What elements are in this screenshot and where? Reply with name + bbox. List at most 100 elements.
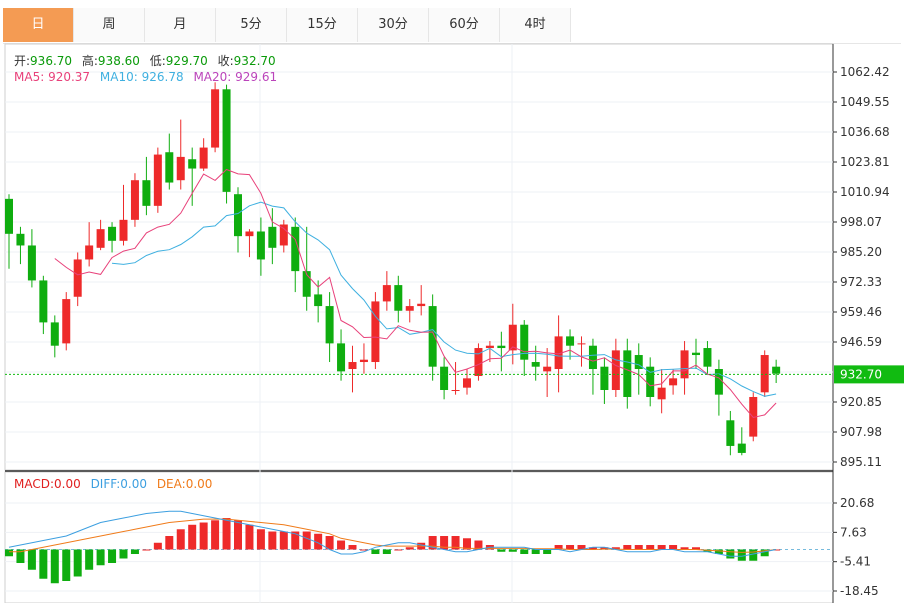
last-price-label: 932.70: [840, 367, 882, 381]
tab-6[interactable]: 30分: [358, 8, 429, 42]
candle-body: [348, 362, 357, 370]
macd-histogram-bar: [50, 549, 59, 584]
candle-body: [382, 285, 391, 302]
candle-body: [27, 245, 36, 281]
tab-3[interactable]: 月: [145, 8, 216, 42]
candle-body: [256, 231, 265, 260]
macd-value: 0.00: [54, 477, 81, 491]
candle-body: [543, 366, 552, 372]
candle-body: [5, 198, 13, 234]
macd-histogram-bar: [314, 533, 323, 550]
candle-body: [726, 420, 735, 446]
macd-histogram-bar: [497, 549, 506, 552]
macd-histogram-bar: [508, 549, 517, 552]
macd-histogram-bar: [142, 549, 151, 551]
macd-histogram-bar: [463, 538, 471, 550]
candle-body: [337, 343, 346, 372]
macd-histogram-bar: [428, 536, 437, 550]
candle-body: [703, 348, 712, 367]
tab-1[interactable]: 日: [3, 8, 74, 42]
candle-body: [371, 301, 380, 363]
macd-histogram-bar: [440, 536, 449, 550]
macd-histogram-bar: [554, 545, 563, 550]
tab-5[interactable]: 15分: [287, 8, 358, 42]
macd-histogram-bar: [634, 545, 643, 550]
macd-histogram-bar: [245, 524, 254, 550]
candle-body: [234, 194, 242, 237]
close-value: 收:932.70: [218, 54, 276, 68]
price-tick-label: 1049.55: [840, 95, 890, 109]
candle-body: [463, 378, 471, 388]
macd-histogram-bar: [234, 520, 242, 550]
macd-histogram-bar: [256, 529, 265, 550]
macd-histogram-bar: [302, 531, 311, 550]
ma10-label: MA10:: [99, 70, 138, 84]
price-tick-label: 1036.68: [840, 125, 890, 139]
candle-body: [314, 294, 323, 307]
candle-body: [531, 362, 540, 367]
diff-value: 0.00: [120, 477, 147, 491]
macd-histogram-bar: [714, 549, 723, 555]
dea-line: [9, 518, 777, 553]
diff-legend-item: DIFF:0.00: [91, 477, 147, 491]
macd-histogram-bar: [108, 549, 117, 564]
macd-histogram-bar: [337, 540, 346, 550]
candle-body: [451, 389, 460, 391]
macd-histogram-bar: [73, 549, 82, 577]
macd-histogram-bar: [359, 549, 368, 551]
candle-body: [692, 352, 700, 356]
macd-histogram-bar: [692, 547, 700, 550]
macd-histogram-bar: [291, 531, 300, 550]
candle-body: [566, 336, 575, 346]
macd-histogram-bar: [737, 549, 746, 561]
candle-body: [497, 345, 506, 349]
macd-histogram-bar: [669, 545, 678, 550]
ma5-legend: MA5: 920.37: [14, 70, 90, 84]
diff-label: DIFF:: [90, 477, 121, 491]
tab-8[interactable]: 4时: [500, 8, 571, 42]
macd-histogram-bar: [646, 545, 655, 550]
candle-body: [760, 355, 769, 393]
tab-7[interactable]: 60分: [429, 8, 500, 42]
candle-body: [279, 224, 288, 246]
macd-histogram-bar: [153, 542, 162, 550]
macd-histogram-bar: [394, 549, 403, 551]
macd-histogram-bar: [268, 531, 277, 550]
macd-histogram-bar: [600, 547, 609, 550]
macd-histogram-bar: [531, 549, 540, 555]
macd-histogram-bar: [325, 536, 334, 550]
main-panel-frame: [4, 43, 834, 471]
macd-histogram-bar: [165, 536, 174, 550]
diff-line: [8, 510, 777, 557]
candle-body: [188, 159, 197, 169]
macd-histogram-bar: [348, 545, 357, 550]
macd-histogram-bar: [199, 522, 208, 550]
candle-body: [302, 271, 311, 297]
open-label: 开:: [14, 54, 31, 68]
ma10-line: [111, 201, 777, 397]
candle-body: [600, 366, 609, 390]
candle-body: [417, 303, 426, 307]
candle-body: [623, 350, 632, 397]
ma5-label: MA5:: [14, 70, 45, 84]
macd-histogram-bar: [27, 549, 36, 570]
tab-2[interactable]: 周: [74, 8, 145, 42]
macd-histogram-bar: [451, 536, 460, 550]
tab-4[interactable]: 5分: [216, 8, 287, 42]
macd-histogram-bar: [474, 540, 483, 550]
price-tick-label: 972.33: [840, 275, 882, 289]
price-tick-label: 1010.94: [840, 185, 890, 199]
candle-body: [669, 378, 678, 386]
macd-histogram-bar: [577, 545, 586, 550]
macd-histogram-bar: [543, 549, 552, 555]
ma20-value: 929.61: [235, 70, 278, 84]
candle-body: [772, 366, 781, 374]
close-label: 收:: [217, 54, 234, 68]
candle-body: [211, 89, 220, 148]
dea-value: 0.00: [185, 477, 213, 491]
candle-body: [62, 299, 71, 344]
candle-body: [142, 180, 151, 206]
price-tick-label: 920.85: [840, 395, 882, 409]
candle-body: [291, 226, 300, 272]
candle-body: [657, 387, 666, 400]
